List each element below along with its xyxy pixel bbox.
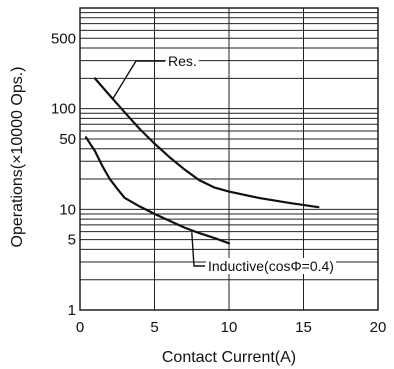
inductive-series-line <box>84 136 231 245</box>
y-tick-label: 1 <box>68 302 76 319</box>
plot-frame <box>79 7 379 311</box>
inductive-label-background <box>206 258 336 274</box>
x-tick-label: 5 <box>150 319 158 336</box>
annotations: Res. Inductive(cosΦ=0.4) <box>112 53 336 274</box>
y-tick-label: 50 <box>59 131 76 148</box>
inductive-leader-line <box>191 232 205 267</box>
y-axis-title: Operations(×10000 Ops.) <box>9 67 26 248</box>
y-tick-label: 10 <box>59 201 76 218</box>
x-tick-label: 0 <box>76 319 84 336</box>
x-tick-label: 20 <box>370 319 387 336</box>
y-tick-label: 500 <box>51 30 76 47</box>
x-axis-title: Contact Current(A) <box>162 349 296 366</box>
y-tick-label: 100 <box>51 101 76 118</box>
res-series-label: Res. <box>168 53 197 69</box>
res-leader-line <box>112 60 165 100</box>
curves <box>84 77 320 245</box>
x-tick-labels: 0 5 10 15 20 <box>76 319 387 336</box>
y-tick-labels: 1 5 10 50 100 500 <box>51 30 76 319</box>
res-label-background <box>166 53 199 69</box>
res-series-line <box>93 77 320 209</box>
x-tick-label: 10 <box>221 319 238 336</box>
y-tick-label: 5 <box>68 232 76 249</box>
inductive-series-label: Inductive(cosΦ=0.4) <box>208 258 334 274</box>
x-tick-label: 15 <box>295 319 312 336</box>
